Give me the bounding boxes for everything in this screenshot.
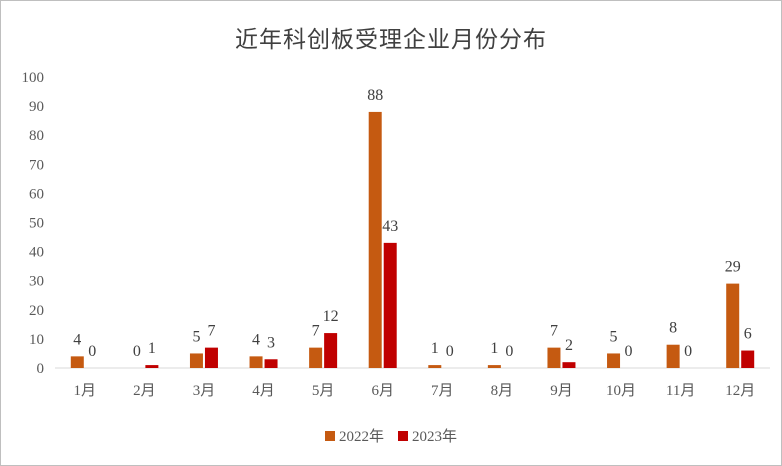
data-label: 1 [490,340,498,357]
data-label: 29 [725,259,741,276]
x-tick-label: 12月 [725,383,755,399]
y-tick-label: 0 [37,361,45,377]
x-tick-label: 9月 [550,383,573,399]
bar-2022年-3月 [189,353,203,368]
data-label: 7 [312,323,320,340]
data-label: 2 [565,337,573,354]
legend-swatch-2022 [324,430,335,441]
y-tick-label: 40 [29,245,44,261]
x-tick-label: 7月 [431,383,454,399]
data-label: 88 [367,87,383,104]
legend-item-2022: 2022年 [324,425,384,446]
x-tick-label: 2月 [133,383,156,399]
x-tick-label: 6月 [371,383,394,399]
bar-2023年-3月 [204,347,218,368]
y-tick-label: 30 [29,274,44,290]
legend-label-2022: 2022年 [338,429,384,445]
y-tick-label: 90 [29,99,44,115]
legend-swatch-2023 [398,430,408,441]
bar-2023年-2月 [145,365,159,368]
bar-2023年-9月 [562,362,576,368]
legend-item-2023: 2023年 [398,425,457,446]
bar-2023年-12月 [741,350,755,368]
data-label: 0 [505,343,513,360]
x-tick-label: 8月 [491,383,514,399]
data-label: 7 [550,323,558,340]
bar-2022年-8月 [487,365,501,368]
data-label: 4 [252,331,260,348]
data-label: 0 [133,343,141,360]
y-tick-label: 80 [29,128,44,144]
y-tick-label: 100 [22,70,45,86]
y-tick-label: 20 [29,303,44,319]
bar-2022年-7月 [428,365,442,368]
bar-2022年-5月 [309,347,323,368]
data-label: 12 [323,308,339,325]
bar-2022年-1月 [70,356,84,368]
chart-title: 近年科创板受理企业月份分布 [235,27,547,53]
data-label: 7 [207,323,215,340]
y-tick-label: 50 [29,216,44,232]
bar-2022年-9月 [547,347,561,368]
data-label: 4 [73,331,81,348]
data-label: 3 [267,334,275,351]
y-tick-label: 10 [29,332,44,348]
data-label: 0 [446,343,454,360]
x-tick-label: 10月 [606,383,636,399]
data-label: 5 [192,328,200,345]
data-label: 0 [625,343,633,360]
data-label: 5 [610,328,618,345]
y-tick-label: 70 [29,157,44,173]
y-tick-label: 60 [29,186,44,202]
bar-2022年-6月 [368,111,382,369]
data-label: 8 [669,320,677,337]
chart-legend: 2022年 2023年 [0,425,782,446]
data-label: 0 [88,343,96,360]
x-tick-label: 1月 [74,383,97,399]
bar-2022年-11月 [666,344,680,368]
bar-2022年-4月 [249,356,263,368]
data-label: 1 [431,340,439,357]
x-tick-label: 4月 [252,383,275,399]
data-label: 43 [382,218,398,235]
data-label: 1 [148,340,156,357]
legend-label-2023: 2023年 [412,429,458,445]
data-label: 0 [684,343,692,360]
bar-2022年-12月 [726,283,740,368]
data-label: 6 [744,326,752,343]
bar-2023年-5月 [324,333,338,368]
bar-2023年-6月 [383,242,397,368]
x-tick-label: 5月 [312,383,335,399]
x-tick-label: 3月 [193,383,216,399]
bar-2023年-4月 [264,359,278,368]
x-tick-label: 11月 [666,383,695,399]
bar-2022年-10月 [607,353,621,368]
